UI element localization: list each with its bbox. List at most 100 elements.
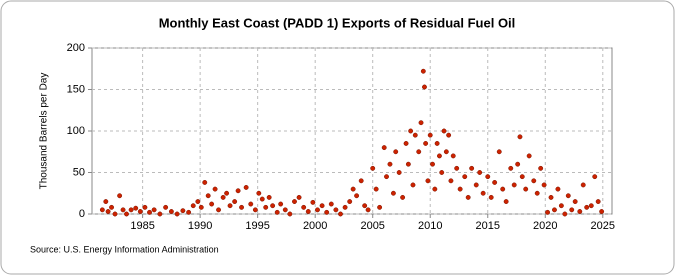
point — [205, 193, 211, 199]
y-axis-label: Thousand Barrels per Day — [39, 73, 50, 190]
point — [517, 134, 523, 140]
point — [117, 193, 123, 199]
y-tick-label: 150 — [67, 83, 85, 95]
point — [441, 128, 447, 134]
point — [168, 209, 174, 214]
point — [519, 174, 525, 180]
point — [198, 204, 204, 210]
point — [545, 209, 551, 215]
point — [190, 203, 196, 209]
point — [584, 204, 590, 210]
point — [446, 132, 452, 138]
point — [416, 149, 422, 155]
point — [534, 190, 540, 196]
point — [432, 186, 438, 192]
point — [105, 209, 111, 214]
point — [541, 182, 547, 188]
x-tick-label: 2010 — [418, 220, 442, 232]
point — [418, 120, 424, 126]
point — [408, 128, 414, 134]
point — [370, 165, 376, 171]
point — [278, 201, 284, 207]
point — [515, 161, 521, 167]
point — [439, 170, 445, 175]
point — [142, 204, 148, 210]
point — [423, 141, 429, 146]
point — [220, 194, 226, 200]
point — [315, 207, 320, 213]
point — [469, 165, 475, 171]
point — [384, 174, 389, 180]
x-tick-label: 2025 — [591, 220, 615, 232]
point — [296, 194, 302, 200]
point — [239, 204, 245, 210]
point — [523, 186, 529, 192]
point — [292, 199, 297, 205]
x-tick-label: 1985 — [130, 220, 154, 232]
point — [358, 178, 364, 184]
point — [232, 199, 238, 205]
point — [263, 204, 269, 210]
point — [405, 161, 411, 167]
point — [492, 180, 498, 185]
y-tick-label: 200 — [67, 42, 85, 54]
point — [274, 209, 280, 215]
point — [243, 184, 249, 190]
point — [403, 141, 409, 146]
point — [410, 182, 416, 188]
point — [462, 174, 468, 180]
point — [256, 190, 262, 196]
point — [473, 182, 479, 188]
point — [252, 207, 258, 213]
point — [427, 132, 433, 138]
point — [443, 149, 449, 155]
point — [488, 194, 494, 200]
point — [202, 180, 208, 185]
point — [592, 174, 598, 180]
point — [526, 153, 532, 159]
point — [319, 203, 325, 209]
point — [496, 149, 502, 155]
point — [511, 182, 517, 188]
point — [186, 209, 192, 215]
point — [305, 209, 311, 214]
point — [362, 203, 368, 209]
x-tick-label: 2015 — [476, 220, 500, 232]
point — [373, 186, 379, 192]
point — [454, 165, 460, 171]
point — [151, 207, 157, 213]
point — [562, 211, 568, 217]
point — [569, 207, 575, 213]
point — [103, 199, 109, 205]
point — [580, 182, 586, 188]
x-tick-label: 2000 — [303, 220, 327, 232]
point — [287, 211, 293, 217]
point — [342, 204, 348, 210]
point — [147, 209, 152, 215]
chart-title: Monthly East Coast (PADD 1) Exports of R… — [159, 15, 516, 30]
point — [112, 211, 118, 217]
point — [333, 207, 339, 213]
y-tick-label: 100 — [67, 125, 85, 137]
y-tick-label: 0 — [79, 208, 85, 220]
point — [282, 207, 288, 213]
point — [99, 207, 105, 213]
point — [477, 170, 483, 175]
point — [595, 199, 601, 205]
point — [412, 132, 418, 138]
point — [224, 190, 230, 196]
point — [555, 186, 561, 192]
point — [425, 178, 431, 184]
point — [124, 211, 129, 217]
point — [235, 188, 241, 194]
point — [485, 174, 491, 180]
y-tick-label: 50 — [73, 166, 85, 178]
point — [538, 165, 544, 171]
source-note: Source: U.S. Energy Information Administ… — [30, 244, 219, 254]
point — [338, 211, 343, 217]
point — [450, 153, 456, 159]
point — [503, 199, 509, 205]
point — [128, 207, 134, 213]
point — [266, 194, 272, 200]
point — [227, 203, 233, 209]
